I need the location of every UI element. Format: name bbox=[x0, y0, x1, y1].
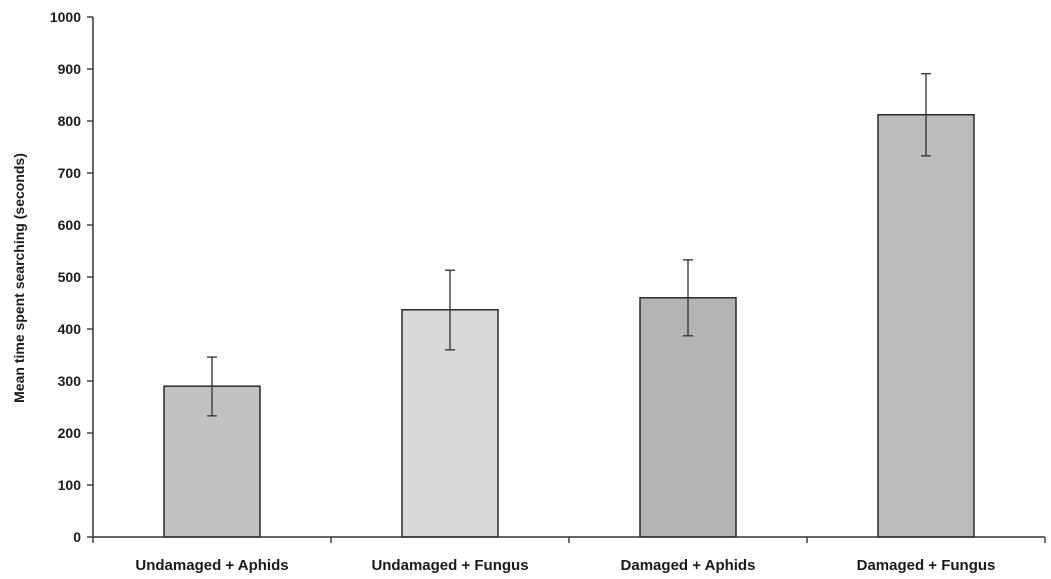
bar bbox=[877, 114, 975, 538]
y-axis-ticks: 0 100 200 300 400 500 600 700 800 900 1000 bbox=[50, 9, 93, 545]
y-tick-label: 600 bbox=[58, 217, 82, 233]
x-axis-ticks: Undamaged + Aphids Undamaged + Fungus Dama… bbox=[92, 537, 1046, 574]
x-category-label: Undamaged + Aphids bbox=[135, 557, 288, 574]
y-tick-label: 900 bbox=[58, 61, 82, 77]
y-tick-label: 500 bbox=[58, 269, 82, 285]
error-bar bbox=[683, 259, 693, 337]
bars bbox=[163, 114, 975, 538]
x-category-label: Damaged + Aphids bbox=[621, 557, 756, 574]
x-category-label: Undamaged + Fungus bbox=[371, 557, 528, 574]
y-tick-label: 700 bbox=[58, 165, 82, 181]
y-axis-title: Mean time spent searching (seconds) bbox=[11, 153, 27, 403]
bar bbox=[639, 297, 737, 538]
x-category-label: Damaged + Fungus bbox=[857, 557, 996, 574]
y-tick-label: 400 bbox=[58, 321, 82, 337]
y-tick-label: 1000 bbox=[50, 9, 81, 25]
error-bar bbox=[921, 72, 931, 157]
y-tick-label: 300 bbox=[58, 373, 82, 389]
error-bars bbox=[207, 72, 931, 417]
error-bar bbox=[207, 356, 217, 417]
error-bar bbox=[445, 269, 455, 351]
y-tick-label: 100 bbox=[58, 477, 82, 493]
y-tick-label: 200 bbox=[58, 425, 82, 441]
y-tick-label: 800 bbox=[58, 113, 82, 129]
y-tick-label: 0 bbox=[73, 529, 81, 545]
